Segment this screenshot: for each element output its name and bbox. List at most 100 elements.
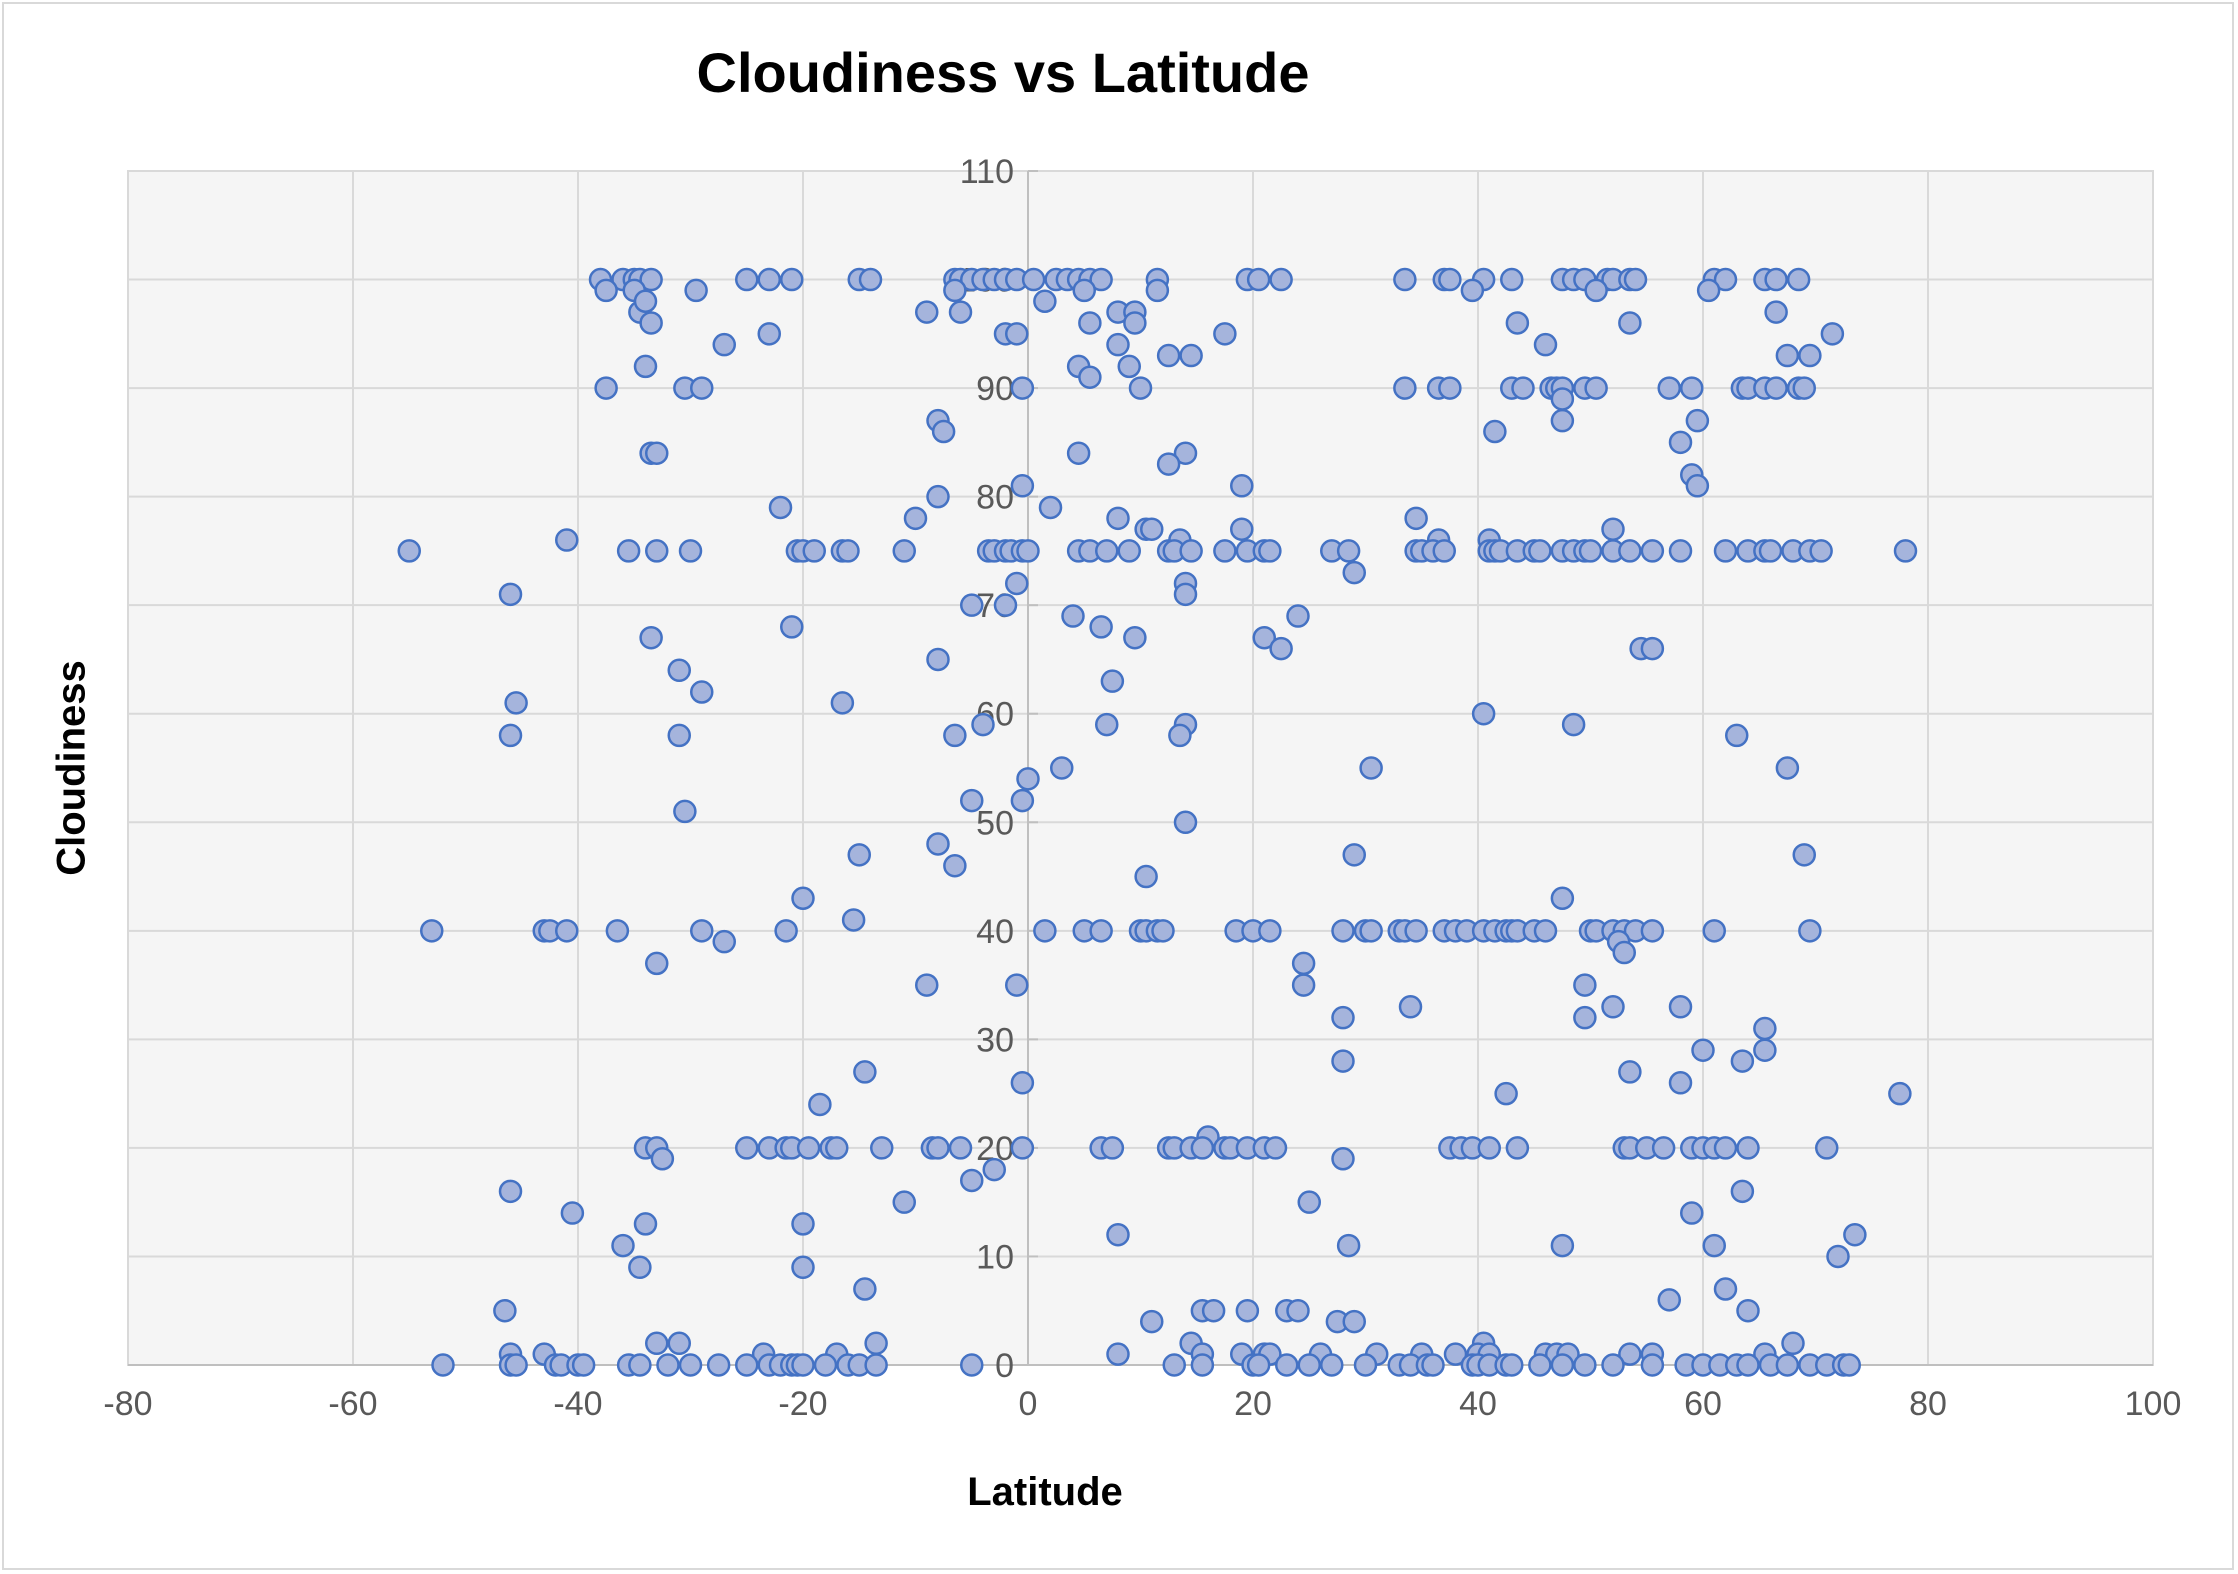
data-point (928, 833, 949, 854)
data-point (1119, 356, 1140, 377)
data-point (1479, 1137, 1500, 1158)
data-point (1839, 1355, 1860, 1376)
data-point (1552, 388, 1573, 409)
data-point (961, 1355, 982, 1376)
data-point (1693, 1040, 1714, 1061)
data-point (1124, 312, 1145, 333)
data-point (1355, 1355, 1376, 1376)
data-point (680, 1355, 701, 1376)
data-point (1423, 1355, 1444, 1376)
data-point (759, 269, 780, 290)
data-point (669, 660, 690, 681)
x-tick-label: 80 (1909, 1385, 1947, 1423)
data-point (866, 1333, 887, 1354)
data-point (1034, 291, 1055, 312)
data-point (1603, 1355, 1624, 1376)
data-point (1271, 269, 1292, 290)
y-tick-label: 90 (976, 370, 1014, 408)
data-point (1642, 920, 1663, 941)
data-point (944, 855, 965, 876)
data-point (1394, 269, 1415, 290)
data-point (1895, 540, 1916, 561)
data-point (500, 584, 521, 605)
data-point (866, 1355, 887, 1376)
data-point (1535, 334, 1556, 355)
data-point (1811, 540, 1832, 561)
data-point (680, 540, 701, 561)
data-point (1513, 378, 1534, 399)
data-point (506, 1355, 527, 1376)
data-point (1006, 323, 1027, 344)
data-point (1659, 378, 1680, 399)
data-point (944, 280, 965, 301)
data-point (1333, 920, 1354, 941)
data-point (928, 486, 949, 507)
data-point (838, 540, 859, 561)
data-point (1732, 1051, 1753, 1072)
data-point (1704, 920, 1725, 941)
data-point (860, 269, 881, 290)
data-point (1124, 627, 1145, 648)
data-point (1271, 638, 1292, 659)
y-tick-label: 40 (976, 913, 1014, 951)
data-point (1333, 1051, 1354, 1072)
data-point (1288, 1300, 1309, 1321)
data-point (556, 920, 577, 941)
data-point (1681, 1203, 1702, 1224)
data-point (781, 616, 802, 637)
data-point (832, 692, 853, 713)
data-point (607, 920, 628, 941)
x-tick-label: -60 (328, 1385, 377, 1423)
data-point (618, 540, 639, 561)
data-point (1754, 1018, 1775, 1039)
data-point (1670, 432, 1691, 453)
data-point (1361, 920, 1382, 941)
data-point (433, 1355, 454, 1376)
data-point (1816, 1137, 1837, 1158)
data-point (984, 1159, 1005, 1180)
x-tick-label: 40 (1459, 1385, 1497, 1423)
data-point (1091, 616, 1112, 637)
data-point (646, 540, 667, 561)
data-point (596, 280, 617, 301)
data-point (1079, 312, 1100, 333)
data-point (1788, 269, 1809, 290)
data-point (933, 421, 954, 442)
data-point (1108, 334, 1129, 355)
data-point (1102, 1137, 1123, 1158)
data-point (1552, 888, 1573, 909)
data-point (944, 725, 965, 746)
data-point (1642, 540, 1663, 561)
data-point (1108, 1224, 1129, 1245)
data-point (1006, 975, 1027, 996)
data-point (1338, 540, 1359, 561)
data-point (1766, 302, 1787, 323)
data-point (1681, 378, 1702, 399)
data-point (1574, 1355, 1595, 1376)
data-point (770, 497, 791, 518)
data-point (1361, 758, 1382, 779)
data-point (1164, 1355, 1185, 1376)
data-point (1406, 920, 1427, 941)
x-tick-label: -20 (778, 1385, 827, 1423)
data-point (793, 888, 814, 909)
data-point (1012, 1072, 1033, 1093)
data-point (629, 1257, 650, 1278)
data-point (1619, 1061, 1640, 1082)
data-point (1754, 1040, 1775, 1061)
data-point (635, 1213, 656, 1234)
data-point (793, 1257, 814, 1278)
data-point (826, 1137, 847, 1158)
data-point (1276, 1355, 1297, 1376)
data-point (1181, 540, 1202, 561)
data-point (1473, 703, 1494, 724)
data-point (843, 909, 864, 930)
data-point (1102, 671, 1123, 692)
data-point (658, 1355, 679, 1376)
data-point (1844, 1224, 1865, 1245)
data-point (1214, 323, 1235, 344)
data-point (1096, 714, 1117, 735)
data-point (1406, 508, 1427, 529)
data-point (928, 1137, 949, 1158)
